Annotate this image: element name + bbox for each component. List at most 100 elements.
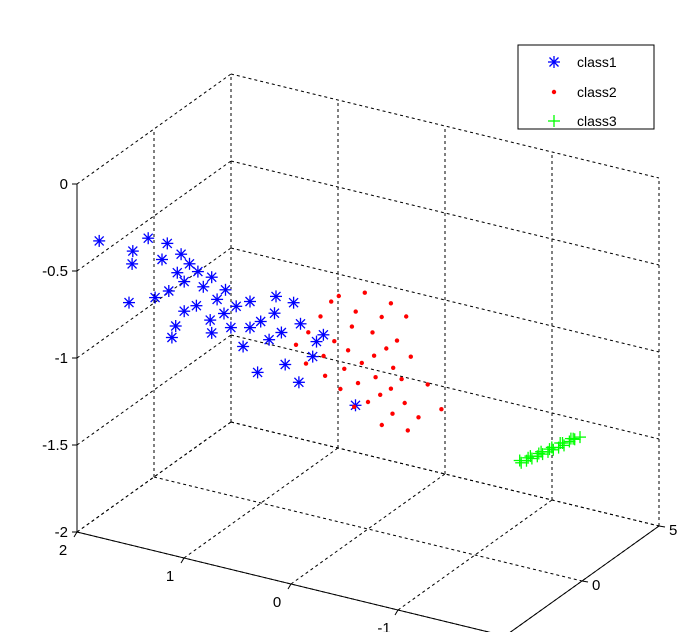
data-point xyxy=(402,400,407,406)
x-tick-mark xyxy=(73,531,78,538)
data-point xyxy=(244,321,256,334)
data-point xyxy=(355,380,361,386)
data-point xyxy=(379,422,384,428)
data-point xyxy=(342,366,347,371)
data-point xyxy=(399,376,404,382)
z-tick-label: -0.5 xyxy=(42,263,68,280)
data-point xyxy=(211,293,224,306)
data-point xyxy=(388,301,394,306)
data-point xyxy=(345,348,351,353)
data-point xyxy=(204,314,217,327)
data-point xyxy=(338,386,343,392)
data-point xyxy=(336,293,341,299)
data-point xyxy=(230,300,243,313)
data-point xyxy=(378,392,383,397)
data-point xyxy=(545,441,558,454)
data-point xyxy=(123,296,135,309)
data-point xyxy=(171,266,184,279)
data-point xyxy=(183,257,196,270)
data-point xyxy=(362,290,367,295)
data-point xyxy=(322,373,328,378)
data-point xyxy=(532,447,545,460)
data-point xyxy=(197,280,210,293)
grid-line xyxy=(230,334,660,440)
y-tick-mark xyxy=(581,580,589,583)
data-point xyxy=(178,275,191,288)
grid-lines xyxy=(76,73,660,632)
data-point xyxy=(149,291,162,304)
grid-line xyxy=(397,499,553,611)
legend-label-class1: class1 xyxy=(577,54,617,70)
data-point xyxy=(318,314,323,319)
data-point xyxy=(219,283,232,296)
data-point xyxy=(408,354,413,359)
data-point xyxy=(515,456,528,469)
data-point xyxy=(371,353,377,358)
data-point xyxy=(244,295,256,308)
data-point xyxy=(390,411,395,416)
series-class1 xyxy=(93,232,362,412)
grid-line xyxy=(230,421,660,527)
data-point xyxy=(178,305,191,318)
grid-line xyxy=(76,73,232,185)
data-point xyxy=(142,232,155,245)
x-tick-label: 0 xyxy=(273,594,281,611)
y-tick-label: 5 xyxy=(669,522,677,539)
series-class3 xyxy=(513,431,586,469)
data-points xyxy=(93,232,586,469)
data-point xyxy=(279,358,292,371)
data-point xyxy=(156,253,168,266)
data-point xyxy=(162,285,175,297)
data-point xyxy=(543,443,556,456)
y-tick-label: 0 xyxy=(592,577,600,594)
legend-marker-class3 xyxy=(548,115,560,127)
y-axis-line xyxy=(509,525,660,632)
data-point xyxy=(329,299,334,304)
grid-line xyxy=(230,160,660,266)
grid-line xyxy=(183,447,339,559)
legend: class1 class2 class3 xyxy=(517,44,655,130)
data-point xyxy=(416,415,421,420)
data-point xyxy=(251,366,264,379)
data-point xyxy=(169,320,182,332)
data-point xyxy=(394,338,400,343)
data-point xyxy=(190,299,203,312)
legend-label-class3: class3 xyxy=(577,113,617,129)
data-point xyxy=(535,445,548,458)
data-point xyxy=(161,237,174,250)
grid-line xyxy=(76,421,232,533)
data-point xyxy=(303,361,309,366)
data-point xyxy=(263,333,276,346)
data-point xyxy=(365,399,371,405)
data-point xyxy=(321,353,326,359)
z-tick-label: 0 xyxy=(60,176,68,193)
data-point xyxy=(391,365,396,370)
data-point xyxy=(353,309,358,314)
grid-line xyxy=(290,473,446,585)
data-point xyxy=(373,375,378,380)
data-point xyxy=(270,290,282,303)
data-point xyxy=(237,340,250,353)
data-point xyxy=(384,346,389,351)
grid-line xyxy=(76,334,232,446)
data-point xyxy=(405,428,410,433)
legend-box xyxy=(517,44,655,130)
z-tick-label: -1 xyxy=(55,350,68,367)
data-point xyxy=(293,342,299,347)
data-point xyxy=(268,307,281,320)
series-class2 xyxy=(293,290,444,433)
data-point xyxy=(126,257,139,270)
data-point xyxy=(522,451,535,464)
grid-line xyxy=(230,73,660,179)
data-point xyxy=(205,326,218,339)
legend-marker-class2 xyxy=(551,89,557,95)
data-point xyxy=(254,315,267,328)
data-point xyxy=(218,307,230,320)
data-point xyxy=(306,350,319,363)
axes xyxy=(72,183,666,632)
x-tick-label: 1 xyxy=(166,568,174,585)
z-tick-label: -1.5 xyxy=(42,437,68,454)
x-tick-label: 2 xyxy=(59,542,67,559)
data-point xyxy=(574,431,586,444)
